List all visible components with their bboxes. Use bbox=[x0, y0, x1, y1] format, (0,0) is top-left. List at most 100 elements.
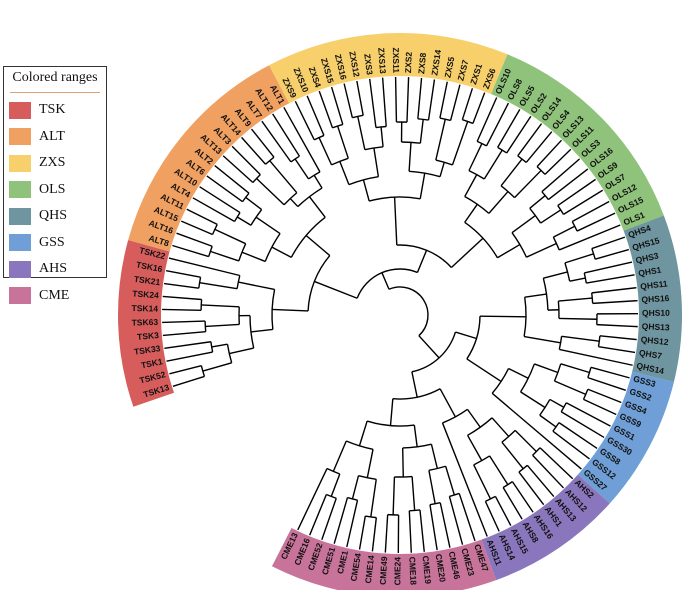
branch-segment bbox=[202, 362, 232, 372]
branch-segment bbox=[543, 271, 568, 279]
legend-item-cme: CME bbox=[4, 283, 106, 310]
branch-arc bbox=[552, 236, 560, 251]
legend-label: QHS bbox=[39, 208, 68, 224]
branch-segment bbox=[222, 155, 254, 184]
branch-arc bbox=[523, 297, 527, 337]
leaf-label-zxs5: ZXS5 bbox=[442, 56, 456, 79]
branch-segment bbox=[214, 165, 250, 194]
branch-segment bbox=[394, 77, 398, 123]
branch-segment bbox=[596, 323, 638, 328]
branch-segment bbox=[411, 476, 416, 511]
leaf-label-qhs12: QHS12 bbox=[640, 334, 669, 347]
branch-arc bbox=[234, 212, 241, 222]
branch-segment bbox=[466, 434, 483, 461]
leaf-label-cme19: CME19 bbox=[420, 555, 433, 584]
tree-branches bbox=[162, 77, 639, 553]
branch-segment bbox=[553, 225, 576, 238]
branch-segment bbox=[534, 363, 559, 374]
branch-segment bbox=[587, 388, 622, 404]
branch-arc bbox=[241, 192, 250, 203]
leaf-label-cme18: CME18 bbox=[407, 556, 418, 585]
branch-segment bbox=[439, 162, 445, 177]
legend-swatch bbox=[9, 234, 31, 252]
branch-arc bbox=[502, 481, 513, 489]
branch-segment bbox=[294, 158, 310, 180]
branch-segment bbox=[366, 449, 374, 478]
leaf-label-qhs7: QHS7 bbox=[638, 347, 663, 361]
legend-label: OLS bbox=[39, 181, 66, 197]
branch-segment bbox=[511, 214, 536, 234]
branch-arc bbox=[485, 495, 496, 502]
leaf-label-tsk24: TSK24 bbox=[132, 288, 159, 300]
branch-arc bbox=[208, 245, 213, 257]
branch-segment bbox=[305, 234, 331, 257]
branch-segment bbox=[231, 145, 261, 176]
range-ahs bbox=[481, 474, 610, 581]
leaf-label-zxs14: ZXS14 bbox=[429, 49, 443, 76]
leaf-label-tsk63: TSK63 bbox=[131, 317, 158, 328]
branch-segment bbox=[229, 347, 254, 355]
branch-segment bbox=[501, 441, 524, 470]
legend-swatch bbox=[9, 181, 31, 199]
branch-arc bbox=[464, 195, 490, 214]
branch-segment bbox=[591, 287, 637, 294]
legend-swatch bbox=[9, 154, 31, 172]
branch-arc bbox=[468, 169, 485, 180]
branch-segment bbox=[416, 249, 428, 273]
branch-segment bbox=[557, 178, 596, 207]
branch-segment bbox=[201, 304, 240, 308]
branch-segment bbox=[210, 250, 240, 262]
branch-segment bbox=[554, 380, 587, 396]
branch-segment bbox=[518, 471, 545, 506]
branch-segment bbox=[370, 479, 377, 518]
branch-arc bbox=[517, 155, 527, 164]
branch-segment bbox=[162, 331, 206, 337]
colored-ranges-legend: Colored ranges TSK ALT ZXS OLS QHS GSS A… bbox=[3, 66, 107, 305]
branch-segment bbox=[473, 464, 492, 500]
colored-range-ring bbox=[117, 32, 683, 590]
leaf-label-zxs8: ZXS8 bbox=[416, 52, 428, 74]
branch-segment bbox=[439, 81, 448, 119]
branch-segment bbox=[502, 487, 523, 520]
branch-arc bbox=[518, 464, 528, 473]
branch-segment bbox=[250, 128, 275, 158]
branch-segment bbox=[169, 364, 202, 375]
range-tsk bbox=[117, 240, 175, 407]
branch-segment bbox=[563, 189, 604, 215]
branch-segment bbox=[571, 200, 610, 223]
branch-segment bbox=[339, 161, 350, 185]
legend-title: Colored ranges bbox=[12, 70, 98, 85]
branch-arc bbox=[557, 205, 565, 215]
branch-segment bbox=[392, 476, 396, 515]
legend-label: CME bbox=[39, 287, 70, 303]
branch-segment bbox=[241, 136, 267, 165]
leaf-label-tsk16: TSK16 bbox=[135, 259, 163, 274]
branch-segment bbox=[524, 335, 561, 344]
branch-segment bbox=[541, 158, 581, 193]
branch-arc bbox=[347, 496, 358, 501]
branch-segment bbox=[587, 376, 626, 391]
leaf-label-tsk1: TSK1 bbox=[140, 356, 164, 370]
branch-segment bbox=[526, 464, 555, 498]
leaf-label-cme49: CME49 bbox=[378, 556, 390, 585]
branch-segment bbox=[272, 113, 301, 157]
legend-item-tsk: TSK bbox=[4, 97, 106, 124]
branch-segment bbox=[413, 424, 418, 447]
branch-segment bbox=[313, 174, 323, 189]
branch-segment bbox=[168, 257, 240, 277]
branch-segment bbox=[206, 175, 243, 203]
branch-segment bbox=[419, 119, 424, 144]
branch-segment bbox=[599, 335, 637, 341]
leaf-label-cme20: CME20 bbox=[434, 553, 448, 583]
branch-segment bbox=[384, 514, 389, 553]
legend-label: AHS bbox=[39, 261, 68, 277]
branch-segment bbox=[261, 120, 292, 163]
branch-segment bbox=[489, 455, 509, 485]
branch-arc bbox=[326, 467, 341, 475]
branch-segment bbox=[343, 83, 354, 118]
branch-segment bbox=[500, 158, 523, 187]
branch-segment bbox=[468, 143, 483, 171]
legend-divider bbox=[10, 92, 100, 93]
branch-segment bbox=[238, 281, 275, 291]
